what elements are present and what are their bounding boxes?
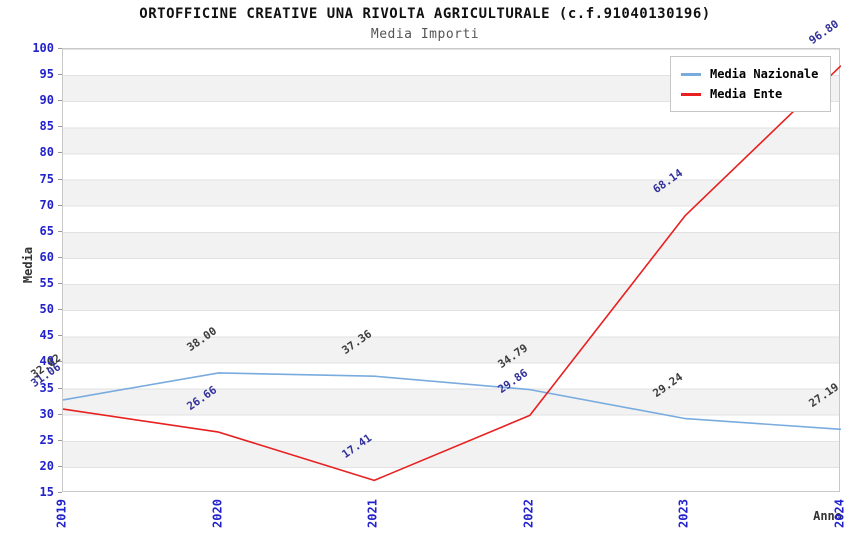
y-tick-mark xyxy=(58,492,62,493)
y-tick-label: 25 xyxy=(39,432,54,447)
legend-label: Media Ente xyxy=(710,87,783,101)
y-tick-label: 40 xyxy=(39,354,54,369)
legend-line-icon xyxy=(681,72,701,76)
y-tick-label: 70 xyxy=(39,197,54,212)
series-line-media-nazionale xyxy=(63,372,841,431)
y-tick-mark xyxy=(58,413,62,415)
y-tick-mark xyxy=(58,100,62,102)
y-tick-mark xyxy=(58,152,62,154)
chart-title: ORTOFFICINE CREATIVE UNA RIVOLTA AGRICUL… xyxy=(139,6,711,22)
y-tick-label: 65 xyxy=(39,223,54,238)
y-tick-mark xyxy=(58,256,62,258)
y-tick-mark xyxy=(58,283,62,285)
x-tick-label: 2020 xyxy=(210,499,225,528)
y-tick-mark xyxy=(58,178,62,180)
y-tick-label: 95 xyxy=(39,67,54,82)
x-tick-label: 2022 xyxy=(521,499,536,528)
y-tick-mark xyxy=(58,48,62,49)
y-tick-label: 35 xyxy=(39,380,54,395)
series-line-media-ente xyxy=(63,65,841,482)
y-tick-label: 80 xyxy=(39,145,54,160)
y-tick-mark xyxy=(58,309,62,311)
x-tick-label: 2019 xyxy=(54,499,69,528)
y-tick-mark xyxy=(58,387,62,389)
legend-label: Media Nazionale xyxy=(710,67,819,81)
chart-subtitle: Media Importi xyxy=(370,27,480,42)
y-tick-mark xyxy=(58,361,62,363)
y-tick-mark xyxy=(58,335,62,337)
legend-item-media-ente: Media Ente xyxy=(681,84,818,104)
y-tick-label: 45 xyxy=(39,328,54,343)
legend-line-icon xyxy=(681,92,701,96)
x-tick-label: 2023 xyxy=(676,499,691,528)
y-tick-label: 50 xyxy=(39,302,54,317)
y-tick-mark xyxy=(58,465,62,467)
y-tick-label: 90 xyxy=(39,93,54,108)
series-lines xyxy=(63,65,841,482)
y-tick-mark xyxy=(58,439,62,441)
y-tick-label: 60 xyxy=(39,249,54,264)
y-tick-mark xyxy=(58,204,62,206)
x-tick-label: 2021 xyxy=(365,499,380,528)
y-tick-label: 75 xyxy=(39,171,54,186)
x-tick-label: 2024 xyxy=(832,499,847,528)
legend: Media Nazionale Media Ente xyxy=(670,56,832,112)
y-tick-label: 20 xyxy=(39,458,54,473)
legend-item-media-nazionale: Media Nazionale xyxy=(681,64,818,84)
y-tick-label: 55 xyxy=(39,276,54,291)
y-tick-label: 100 xyxy=(32,41,54,55)
y-tick-label: 30 xyxy=(39,406,54,421)
y-tick-label: 85 xyxy=(39,119,54,134)
x-axis-title: Anno xyxy=(813,509,842,523)
plot-area xyxy=(62,48,841,492)
y-tick-label: 15 xyxy=(39,485,54,499)
y-tick-mark xyxy=(58,230,62,232)
y-tick-mark xyxy=(58,74,62,76)
y-tick-mark xyxy=(58,126,62,128)
